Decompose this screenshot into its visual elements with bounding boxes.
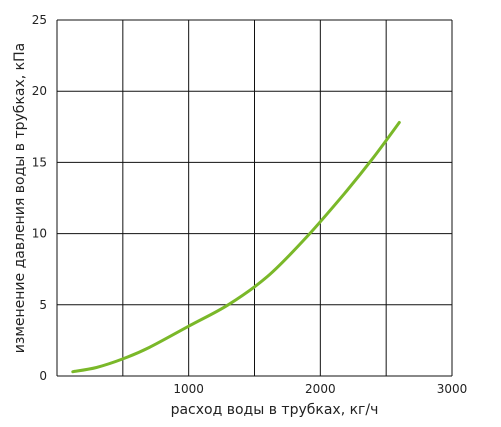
x-axis-label: расход воды в трубках, кг/ч [171,402,379,418]
x-tick-labels: 1000 2000 3000 [173,382,467,396]
y-tick-label-3: 15 [32,155,47,169]
y-tick-label-4: 20 [32,84,47,98]
grid [56,19,453,377]
y-axis-label: изменение давления воды в трубках, кПа [12,43,28,353]
series-line-0 [71,121,401,374]
x-tick-label-1: 2000 [305,382,336,396]
series-layer [71,121,401,374]
x-tick-label-0: 1000 [173,382,204,396]
y-tick-labels: 0 5 10 15 20 25 [32,13,47,383]
x-tick-label-2: 3000 [437,382,468,396]
y-tick-label-2: 10 [32,227,47,241]
y-tick-label-5: 25 [32,13,47,27]
y-tick-label-1: 5 [39,298,47,312]
y-tick-label-0: 0 [39,369,47,383]
